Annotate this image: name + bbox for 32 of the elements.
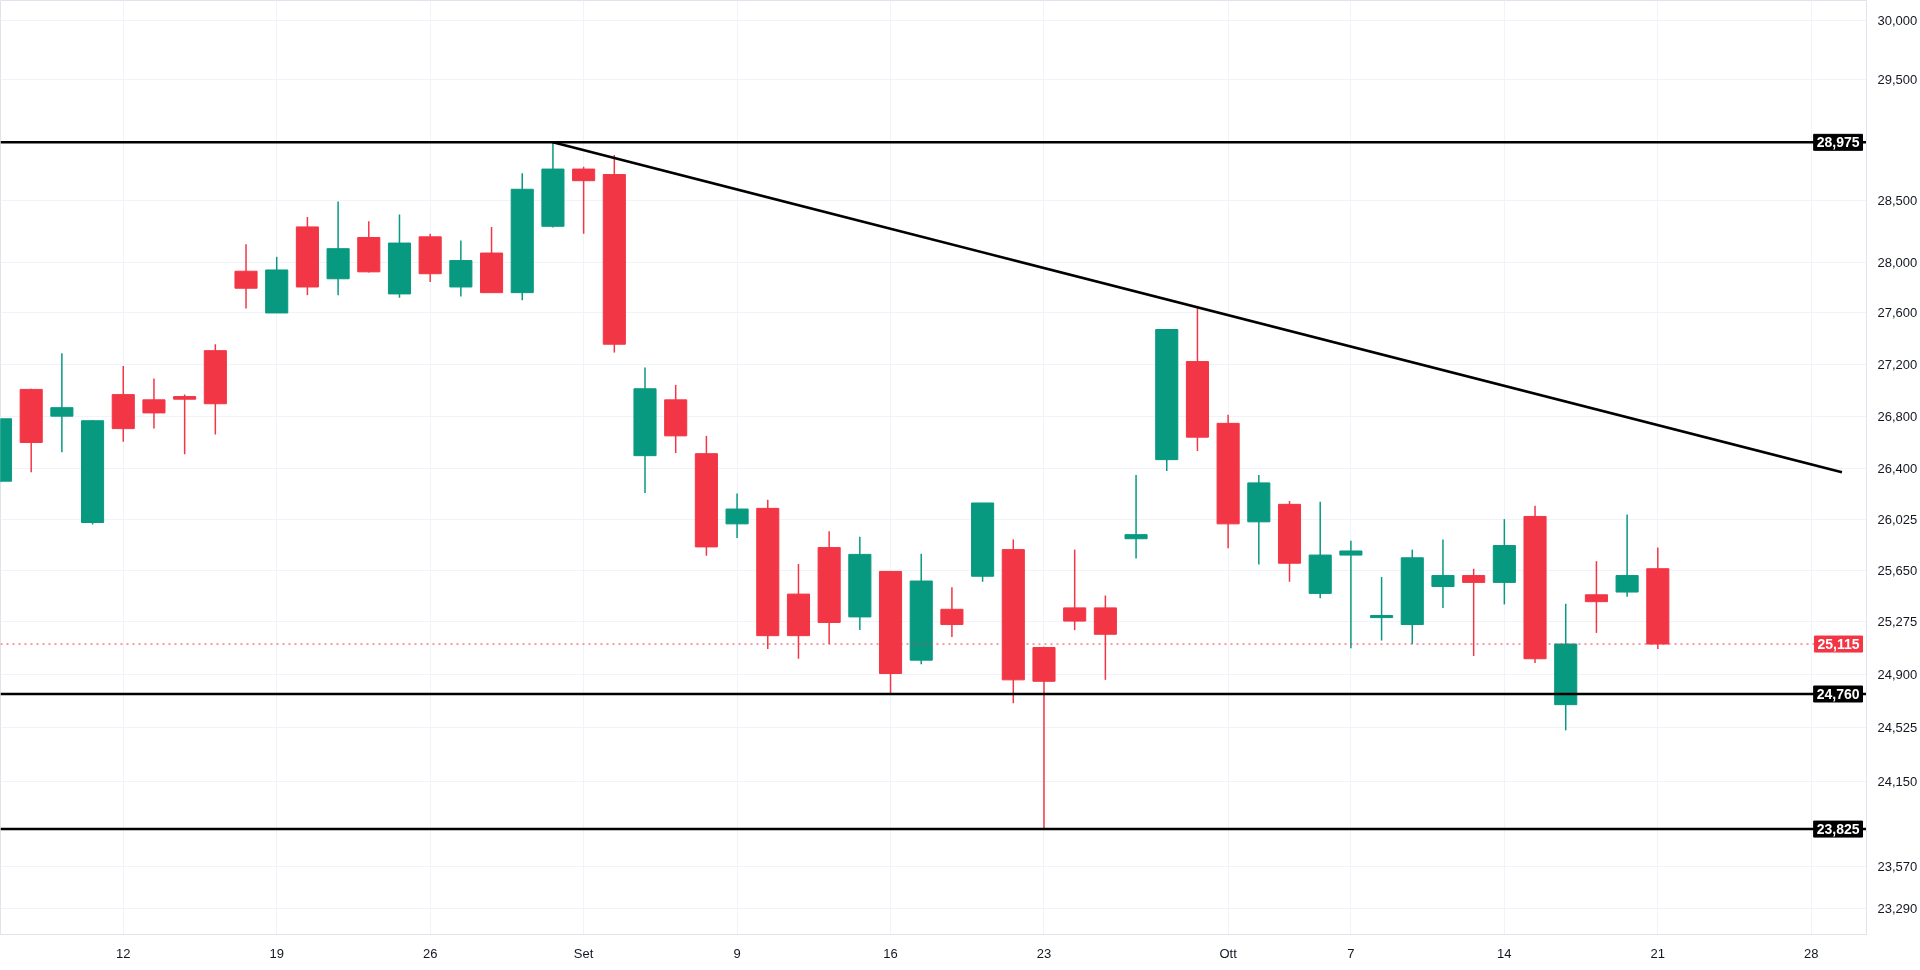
ref-line-label: 25,115: [1817, 636, 1860, 653]
y-tick-label: 29,500: [1877, 71, 1918, 87]
x-tick-label: 14: [1497, 945, 1512, 961]
y-tick-label: 27,600: [1877, 305, 1918, 321]
x-tick-label: 9: [733, 945, 741, 961]
x-tick-label: 26: [422, 945, 438, 961]
y-tick-label: 24,150: [1877, 774, 1918, 790]
y-tick-label: 30,000: [1877, 12, 1918, 28]
y-tick-label: 23,290: [1877, 901, 1918, 917]
x-tick-label: 12: [116, 945, 131, 961]
ref-line-label: 24,760: [1816, 686, 1860, 702]
x-tick-label: Ott: [1219, 945, 1238, 961]
y-tick-label: 26,400: [1877, 461, 1918, 477]
y-tick-label: 26,800: [1877, 408, 1918, 424]
x-tick-label: 23: [1036, 945, 1052, 961]
x-tick-label: 21: [1650, 945, 1666, 961]
y-tick-label: 26,025: [1877, 511, 1918, 527]
x-tick-label: 28: [1804, 945, 1819, 961]
y-tick-label: 28,000: [1877, 254, 1918, 270]
y-tick-label: 28,500: [1877, 192, 1918, 208]
ref-line-label: 28,975: [1816, 134, 1860, 151]
y-tick-label: 24,525: [1877, 719, 1918, 735]
y-tick-label: 23,570: [1877, 859, 1918, 875]
x-tick-label: 19: [269, 945, 284, 961]
y-tick-label: 25,275: [1877, 614, 1918, 630]
ref-line-label: 23,825: [1816, 821, 1860, 838]
y-tick-label: 27,200: [1877, 356, 1918, 372]
x-tick-label: 7: [1347, 945, 1355, 961]
x-tick-label: 16: [883, 945, 898, 961]
y-tick-label: 25,650: [1877, 562, 1918, 578]
y-tick-label: 24,900: [1877, 666, 1918, 682]
x-tick-label: Set: [573, 945, 594, 961]
